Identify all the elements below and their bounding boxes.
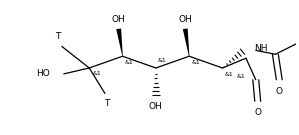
Text: T: T [55, 32, 61, 40]
Text: O: O [276, 87, 283, 96]
Text: &1: &1 [124, 60, 133, 65]
Polygon shape [183, 28, 189, 56]
Text: &1: &1 [92, 71, 101, 76]
Text: OH: OH [112, 15, 126, 24]
Text: &1: &1 [158, 58, 167, 63]
Text: OH: OH [149, 102, 163, 111]
Text: &1: &1 [191, 60, 200, 65]
Text: NH: NH [254, 44, 267, 53]
Polygon shape [116, 28, 123, 56]
Text: T: T [104, 99, 109, 108]
Text: &1: &1 [236, 74, 245, 79]
Text: OH: OH [179, 15, 192, 24]
Text: &1: &1 [225, 72, 233, 77]
Text: O: O [254, 108, 261, 117]
Text: HO: HO [36, 69, 50, 78]
